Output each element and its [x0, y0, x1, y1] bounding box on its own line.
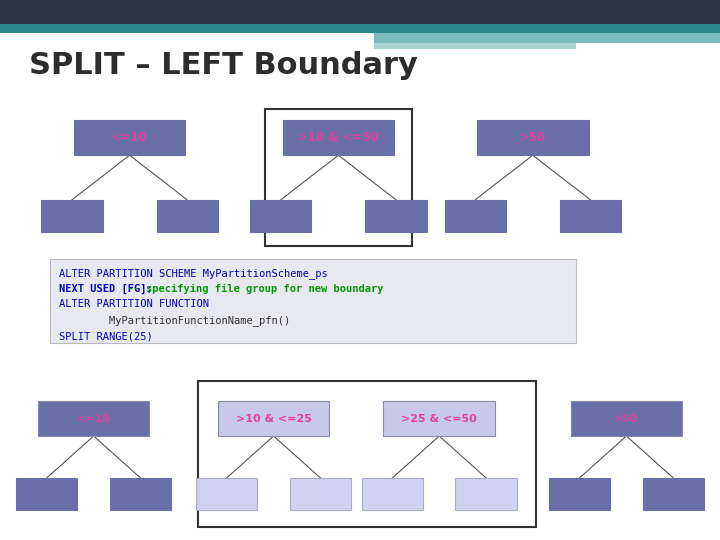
Text: -- specifying file group for new boundary: -- specifying file group for new boundar…	[121, 284, 384, 294]
Text: ALTER PARTITION SCHEME MyPartitionScheme_ps: ALTER PARTITION SCHEME MyPartitionScheme…	[59, 268, 328, 279]
Bar	[560, 200, 621, 232]
Text: >10 & <=50: >10 & <=50	[298, 131, 379, 144]
Bar	[73, 120, 186, 156]
Text: <=10: <=10	[76, 414, 111, 423]
Bar	[362, 478, 423, 510]
Bar	[282, 120, 395, 156]
Bar	[366, 200, 426, 232]
Bar	[265, 109, 413, 246]
Bar	[198, 381, 536, 526]
Bar	[456, 478, 517, 510]
Bar	[643, 478, 703, 510]
Text: ALTER PARTITION FUNCTION: ALTER PARTITION FUNCTION	[59, 300, 209, 309]
Bar	[50, 259, 576, 343]
Text: NEXT USED [FG];: NEXT USED [FG];	[59, 284, 153, 294]
Bar	[217, 401, 329, 436]
Bar	[251, 200, 312, 232]
Bar	[374, 43, 576, 49]
Bar	[16, 478, 78, 510]
Bar	[571, 401, 683, 436]
Bar	[196, 478, 258, 510]
Bar	[42, 200, 103, 232]
Bar	[445, 200, 505, 232]
Text: SPLIT RANGE(25): SPLIT RANGE(25)	[59, 331, 153, 341]
Text: >10 & <=25: >10 & <=25	[235, 414, 312, 423]
Bar	[549, 478, 610, 510]
Bar	[374, 33, 720, 43]
Bar	[157, 200, 217, 232]
Text: >25 & <=50: >25 & <=50	[401, 414, 477, 423]
Text: <=10: <=10	[112, 131, 148, 144]
Bar	[0, 24, 720, 33]
Bar	[383, 401, 495, 436]
Text: >50: >50	[614, 414, 639, 423]
Text: MyPartitionFunctionName_pfn(): MyPartitionFunctionName_pfn()	[59, 315, 290, 326]
Text: SPLIT – LEFT Boundary: SPLIT – LEFT Boundary	[29, 51, 418, 80]
Text: >50: >50	[520, 131, 546, 144]
Bar	[477, 120, 589, 156]
Bar	[38, 401, 150, 436]
Bar	[289, 478, 351, 510]
Bar	[109, 478, 171, 510]
Bar	[0, 0, 720, 24]
